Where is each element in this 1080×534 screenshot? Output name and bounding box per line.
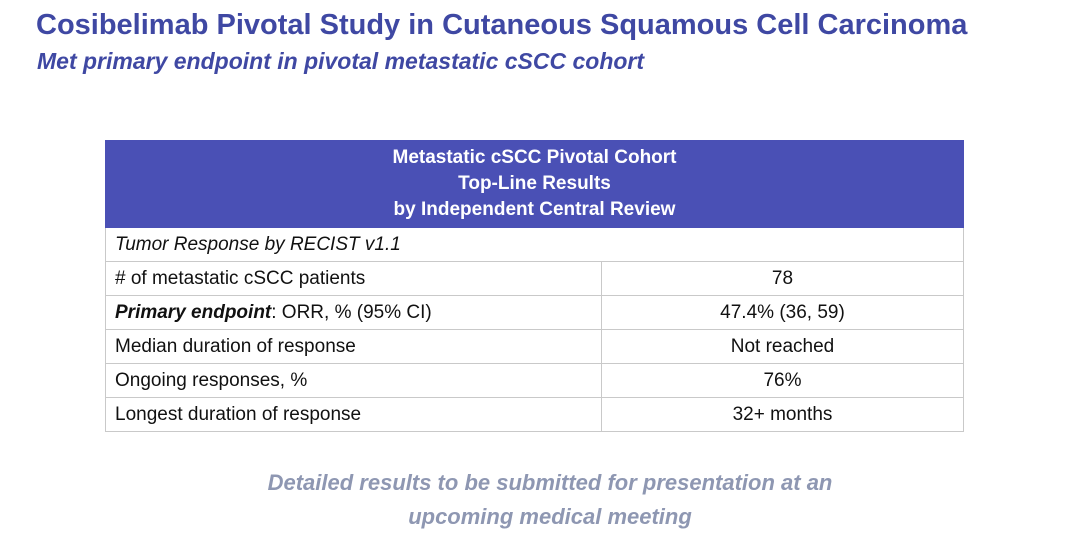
row-value: 32+ months	[601, 397, 964, 432]
footnote-line: Detailed results to be submitted for pre…	[267, 470, 833, 495]
table-row: Ongoing responses, % 76%	[105, 363, 964, 398]
slide-title: Cosibelimab Pivotal Study in Cutaneous S…	[36, 9, 968, 41]
slide-subtitle: Met primary endpoint in pivotal metastat…	[37, 48, 645, 74]
row-label: Median duration of response	[105, 329, 602, 364]
table-row: Longest duration of response 32+ months	[105, 397, 964, 432]
table-header-line: Top-Line Results	[458, 173, 611, 194]
row-label: Longest duration of response	[105, 397, 602, 432]
row-label-rest: : ORR, % (95% CI)	[271, 302, 432, 323]
table-section-row: Tumor Response by RECIST v1.1	[105, 227, 964, 262]
table-row: Primary endpoint: ORR, % (95% CI) 47.4% …	[105, 295, 964, 330]
table-header-line: Metastatic cSCC Pivotal Cohort	[392, 147, 677, 168]
section-label: Tumor Response by RECIST v1.1	[105, 227, 964, 262]
row-value: Not reached	[601, 329, 964, 364]
row-value: 76%	[601, 363, 964, 398]
row-value: 47.4% (36, 59)	[601, 295, 964, 330]
row-label: Ongoing responses, %	[105, 363, 602, 398]
table-header-row: Metastatic cSCC Pivotal Cohort Top-Line …	[105, 140, 964, 228]
row-value: 78	[601, 261, 964, 296]
row-label-emphasis: Primary endpoint	[115, 302, 272, 323]
row-label: Primary endpoint: ORR, % (95% CI)	[105, 295, 602, 330]
footnote: Detailed results to be submitted for pre…	[0, 466, 1080, 534]
table-row: # of metastatic cSCC patients 78	[105, 261, 964, 296]
table-header: Metastatic cSCC Pivotal Cohort Top-Line …	[105, 140, 964, 228]
table-row: Median duration of response Not reached	[105, 329, 964, 364]
table-header-line: by Independent Central Review	[393, 199, 676, 220]
footnote-line: upcoming medical meeting	[408, 504, 692, 529]
row-label: # of metastatic cSCC patients	[105, 261, 602, 296]
results-table: Metastatic cSCC Pivotal Cohort Top-Line …	[105, 140, 964, 432]
